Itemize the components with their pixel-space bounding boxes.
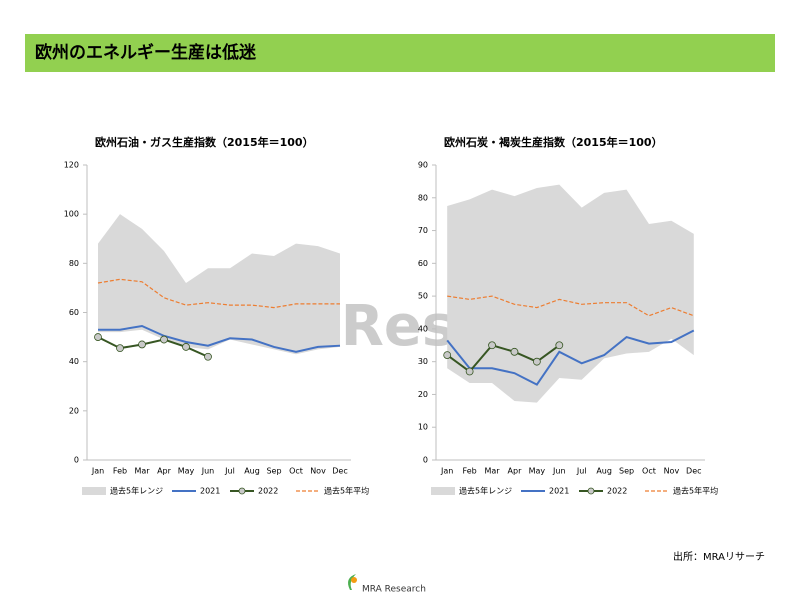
- source: 出所：MRAリサーチ: [673, 550, 765, 563]
- range-area: [98, 214, 340, 355]
- point-marker: [94, 333, 102, 341]
- legend-label: 過去5年平均: [673, 486, 718, 496]
- y-tick-label: 30: [418, 357, 428, 366]
- x-tick-label: Oct: [642, 467, 656, 476]
- x-tick-label: Jul: [224, 467, 235, 476]
- header-title: 欧州のエネルギー生産は低迷: [35, 42, 257, 63]
- x-tick-label: Jul: [576, 467, 587, 476]
- logo-icon: [348, 574, 356, 590]
- series-line: [97, 336, 209, 358]
- x-tick-label: Feb: [113, 467, 127, 476]
- y-tick-label: 60: [418, 259, 428, 268]
- y-tick-label: 70: [418, 226, 428, 235]
- watermark: Res: [341, 294, 455, 359]
- y-tick-label: 40: [69, 357, 79, 366]
- y-tick-label: 20: [69, 406, 79, 415]
- y-tick-label: 80: [418, 193, 428, 202]
- y-tick-label: 20: [418, 390, 428, 399]
- series-line: [446, 329, 695, 386]
- point-marker: [532, 357, 541, 366]
- x-tick-label: Sep: [266, 467, 281, 476]
- y-tick-label: 50: [418, 292, 428, 301]
- series-line: [446, 344, 560, 373]
- legend-swatch: [82, 487, 106, 495]
- x-tick-label: Nov: [664, 467, 680, 476]
- x-tick-label: Jun: [552, 467, 566, 476]
- x-tick-label: Mar: [484, 467, 500, 476]
- y-tick-label: 0: [423, 456, 428, 465]
- x-tick-label: Jan: [91, 467, 104, 476]
- x-tick-label: Oct: [289, 467, 303, 476]
- x-tick-label: May: [529, 467, 546, 476]
- logo-dot: [351, 577, 357, 583]
- point-marker: [116, 344, 124, 353]
- y-tick-label: 120: [64, 161, 79, 170]
- legend-label: 過去5年レンジ: [459, 486, 512, 496]
- point-marker: [138, 340, 146, 349]
- legend-swatch: [431, 487, 455, 495]
- x-tick-label: Jan: [440, 467, 453, 476]
- chart-title: 欧州石油・ガス生産指数（2015年＝100）: [95, 135, 314, 149]
- point-marker: [182, 343, 190, 351]
- legend-label: 2022: [607, 487, 627, 496]
- x-tick-label: Mar: [134, 467, 150, 476]
- x-tick-label: Aug: [244, 467, 260, 476]
- x-tick-label: May: [178, 467, 195, 476]
- y-tick-label: 100: [64, 210, 79, 219]
- legend-label: 2021: [200, 487, 220, 496]
- x-tick-label: Apr: [157, 467, 172, 476]
- chart-title: 欧州石炭・褐炭生産指数（2015年＝100）: [444, 135, 663, 149]
- point-marker: [465, 367, 474, 376]
- y-tick-label: 0: [74, 456, 79, 465]
- range-area: [447, 184, 694, 403]
- x-tick-label: Jun: [201, 467, 215, 476]
- point-marker: [160, 335, 168, 344]
- point-marker: [510, 347, 519, 356]
- point-marker: [204, 352, 212, 361]
- legend-marker: [587, 487, 595, 495]
- series-line: [98, 324, 341, 353]
- x-tick-label: Apr: [508, 467, 523, 476]
- legend-label: 過去5年平均: [324, 486, 369, 496]
- legend-label: 過去5年レンジ: [110, 486, 163, 496]
- legend-label: 2022: [258, 487, 278, 496]
- point-marker: [443, 351, 452, 360]
- legend-label: 2021: [549, 487, 569, 496]
- y-tick-label: 40: [418, 324, 428, 333]
- logo-text: MRA Research: [362, 585, 426, 595]
- x-tick-label: Feb: [463, 467, 477, 476]
- x-tick-label: Dec: [686, 467, 701, 476]
- y-tick-label: 10: [418, 423, 428, 432]
- y-tick-label: 90: [418, 161, 428, 170]
- x-tick-label: Sep: [619, 467, 634, 476]
- series-line: [447, 295, 694, 317]
- point-marker: [555, 341, 564, 350]
- point-marker: [488, 341, 496, 350]
- x-tick-label: Dec: [332, 467, 347, 476]
- series-line: [97, 278, 340, 309]
- x-tick-label: Aug: [596, 467, 612, 476]
- y-tick-label: 80: [69, 259, 79, 268]
- header-bar: [25, 34, 775, 72]
- legend-marker: [238, 487, 246, 495]
- y-tick-label: 60: [69, 308, 79, 317]
- x-tick-label: Nov: [310, 467, 326, 476]
